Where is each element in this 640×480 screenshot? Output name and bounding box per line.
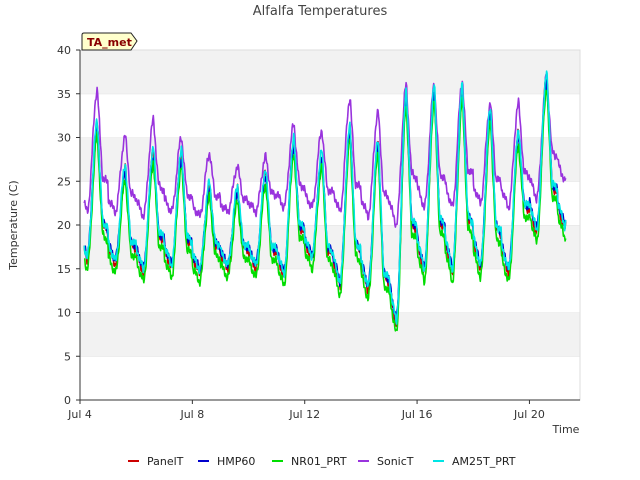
y-tick-label: 25 (57, 175, 71, 188)
series-line-am25t-prt (83, 70, 567, 325)
annotation-box: TA_met (81, 32, 138, 51)
x-axis-title: Time (552, 423, 580, 436)
legend-label: HMP60 (217, 455, 255, 468)
y-ticks: 0 5 10 15 20 25 30 35 40 (57, 44, 80, 407)
annotation-label: TA_met (87, 36, 132, 49)
legend-label: PanelT (147, 455, 184, 468)
grid-band (80, 50, 580, 94)
grid-band (80, 137, 580, 182)
y-tick-label: 10 (57, 307, 71, 320)
grid-band (80, 312, 580, 357)
legend-label: AM25T_PRT (452, 455, 516, 468)
x-tick-label: Jul 8 (179, 408, 204, 421)
legend-label: NR01_PRT (291, 455, 347, 468)
y-tick-label: 15 (57, 263, 71, 276)
x-tick-label: Jul 12 (288, 408, 320, 421)
series-lines (83, 70, 567, 332)
y-tick-label: 30 (57, 132, 71, 145)
y-tick-label: 20 (57, 219, 71, 232)
y-axis-title: Temperature (C) (7, 180, 20, 270)
x-tick-label: Jul 16 (401, 408, 433, 421)
y-tick-label: 0 (64, 394, 71, 407)
legend: PanelT HMP60 NR01_PRT SonicT AM25T_PRT (128, 455, 516, 468)
series-line-sonict (83, 73, 567, 228)
grid-band (80, 268, 580, 313)
grid-bands (80, 49, 580, 400)
grid-band (80, 356, 580, 400)
x-tick-label: Jul 4 (67, 408, 92, 421)
chart-title: Alfalfa Temperatures (253, 4, 388, 19)
x-tick-label: Jul 20 (513, 408, 545, 421)
legend-label: SonicT (377, 455, 414, 468)
y-tick-label: 35 (57, 88, 71, 101)
y-tick-label: 40 (57, 44, 71, 57)
y-tick-label: 5 (64, 350, 71, 363)
x-ticks: Jul 4 Jul 8 Jul 12 Jul 16 Jul 20 (67, 400, 545, 421)
annotation-shape (81, 32, 138, 51)
grid-band (80, 93, 580, 138)
